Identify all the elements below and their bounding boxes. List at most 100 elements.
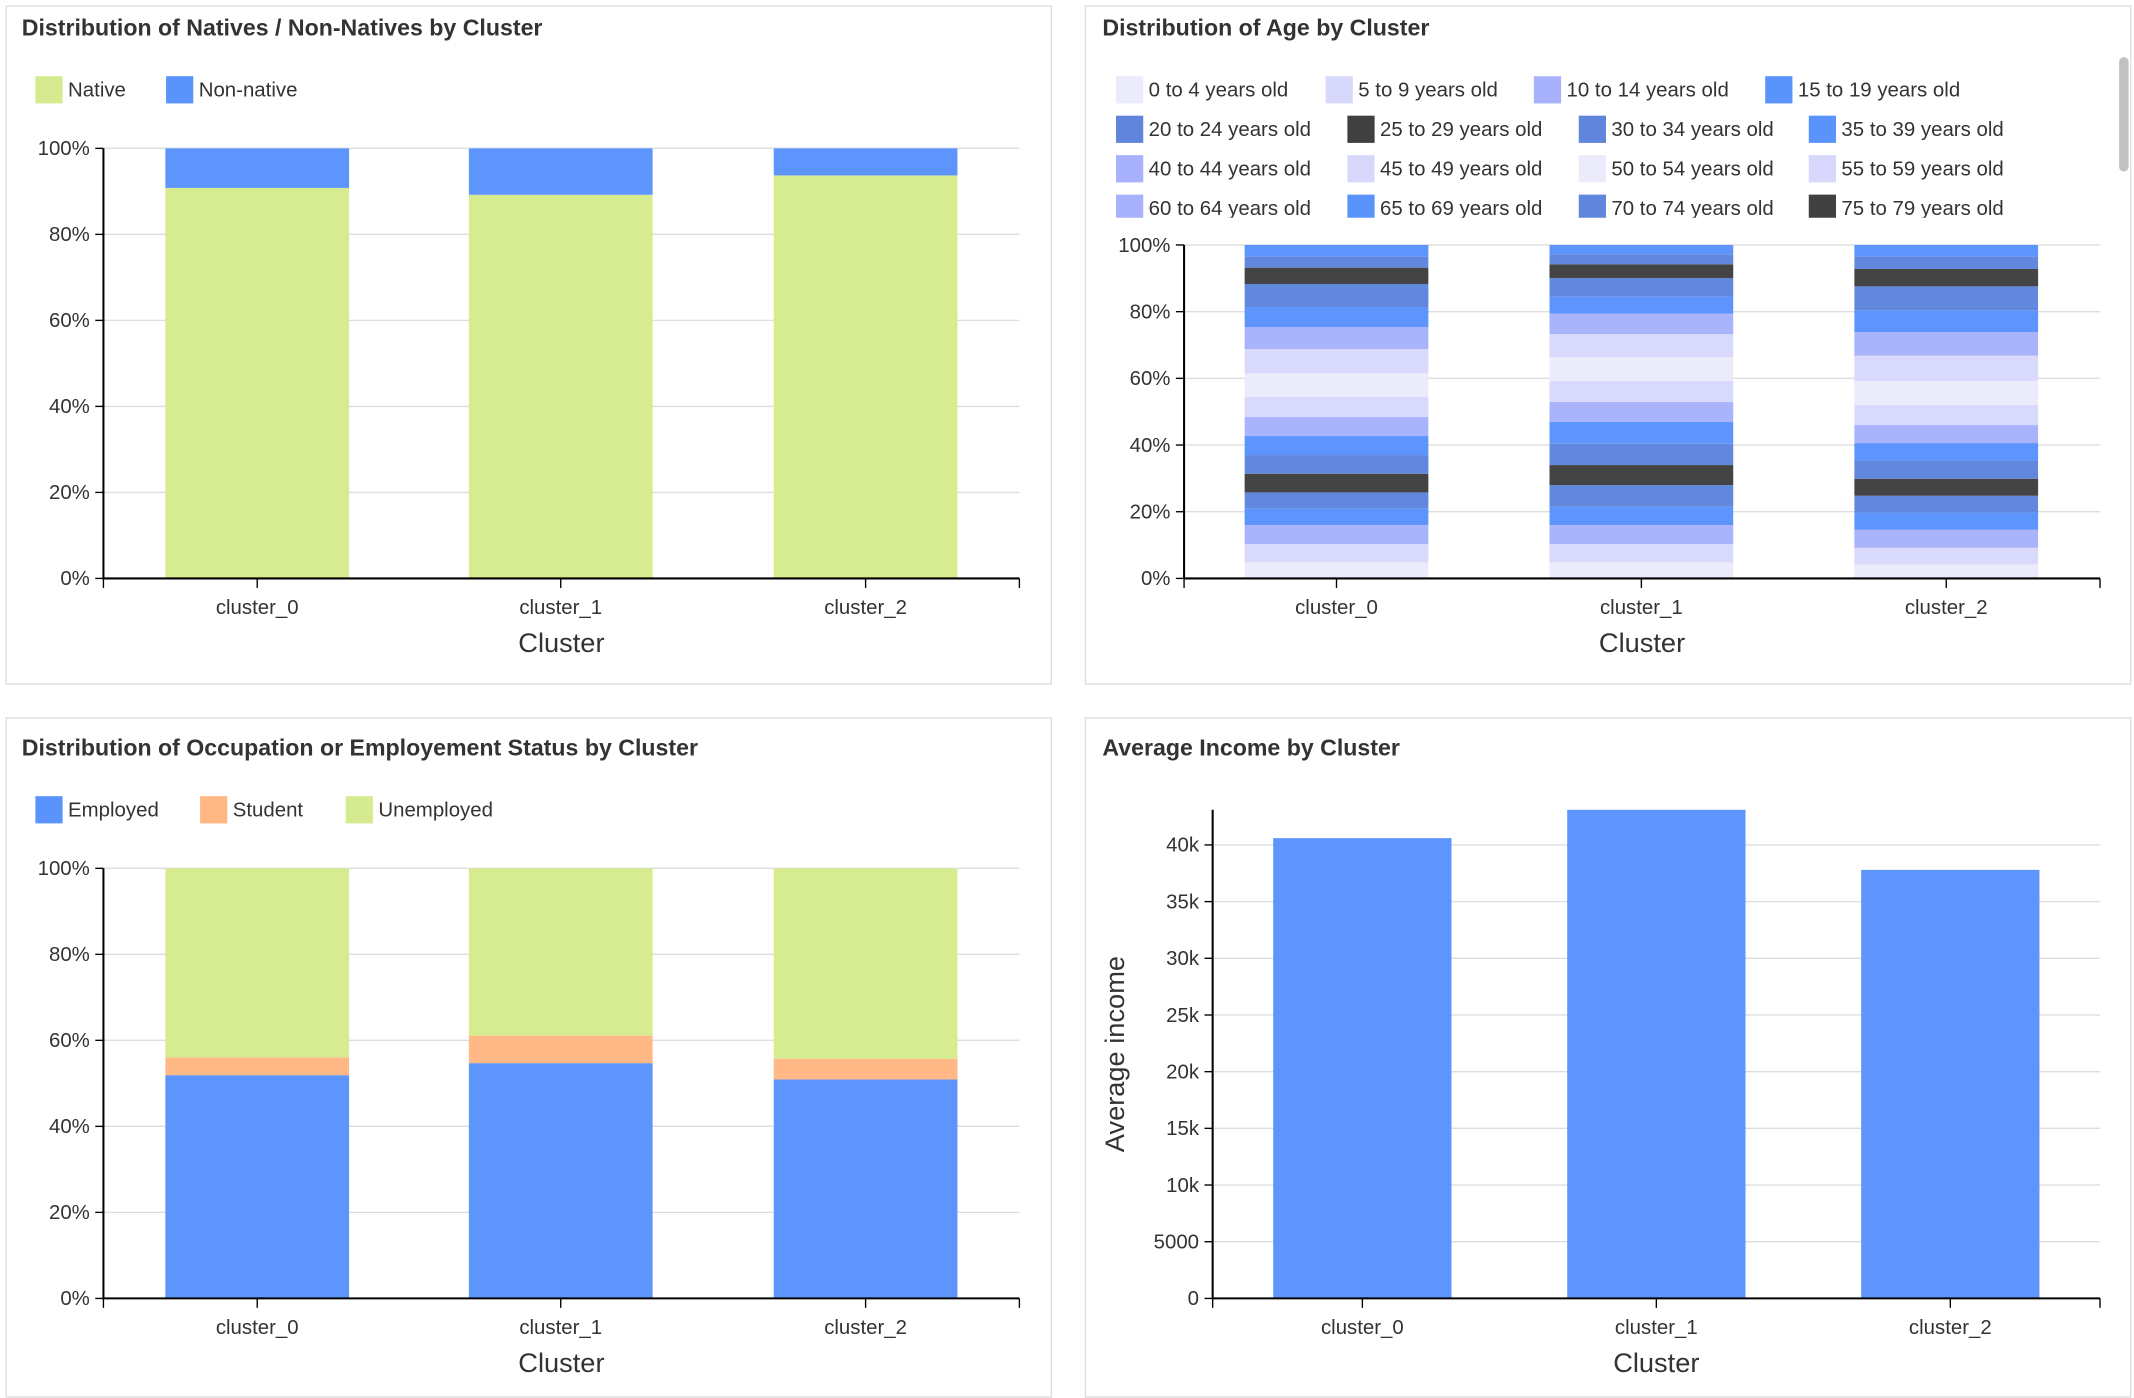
bar-segment <box>1549 506 1734 526</box>
y-tick-label: 40% <box>49 396 90 418</box>
bar-segment <box>1854 564 2039 579</box>
x-tick-label: cluster_0 <box>1321 1317 1404 1339</box>
age-legend[interactable]: 0 to 4 years old 5 to 9 years old 10 to 14… <box>1102 68 2116 218</box>
bar-segment <box>1854 256 2039 269</box>
bar-segment <box>468 194 653 579</box>
legend-item: 55 to 59 years old <box>1808 155 2004 183</box>
bar-segment <box>1567 809 1746 1299</box>
y-tick-label: 0% <box>1141 568 1171 590</box>
bar-segment <box>1854 460 2039 479</box>
bar-segment <box>1854 310 2039 333</box>
bar-segment <box>165 868 350 1058</box>
x-tick-label: cluster_0 <box>1295 597 1378 619</box>
legend-item: 60 to 64 years old <box>1116 194 1311 218</box>
age-legend-scrollbar[interactable] <box>2119 57 2129 172</box>
legend-swatch <box>1325 76 1353 104</box>
x-axis-title: Cluster <box>518 1347 604 1378</box>
bar-segment <box>1854 478 2039 496</box>
legend-swatch <box>166 76 194 104</box>
y-tick-label: 100% <box>38 138 90 160</box>
bar-segment <box>165 148 350 188</box>
legend-item: Student <box>200 796 303 824</box>
bar-segment <box>1244 256 1429 268</box>
bar-segment <box>1854 244 2039 257</box>
legend-label: Native <box>68 78 126 102</box>
legend-label: 60 to 64 years old <box>1148 196 1311 218</box>
legend-label: 5 to 9 years old <box>1358 78 1498 102</box>
legend-label: 0 to 4 years old <box>1148 78 1289 102</box>
bar-segment <box>1244 492 1429 509</box>
bar-segment <box>1244 307 1429 328</box>
bar-segment <box>1244 349 1429 374</box>
bar-segment <box>1244 267 1429 284</box>
legend-item: 40 to 44 years old <box>1116 155 1311 183</box>
legend-label: 50 to 54 years old <box>1611 157 1774 181</box>
y-tick-label: 0% <box>60 1288 90 1310</box>
legend-item: 25 to 29 years old <box>1347 115 1543 143</box>
legend-label: 25 to 29 years old <box>1380 117 1543 141</box>
x-tick-label: cluster_2 <box>1909 1317 1992 1339</box>
legend-item: 45 to 49 years old <box>1347 155 1542 183</box>
bar-segment <box>1549 562 1734 579</box>
legend-label: Unemployed <box>378 798 493 822</box>
bar-segment <box>1244 525 1429 545</box>
x-tick-label: cluster_1 <box>519 597 602 619</box>
bar-segment <box>1549 402 1734 423</box>
legend-label: 70 to 74 years old <box>1611 196 1774 218</box>
x-tick-label: cluster_1 <box>1600 597 1683 619</box>
age-chart-title: Distribution of Age by Cluster <box>1102 14 1430 41</box>
legend-swatch <box>1578 155 1606 183</box>
x-axis-title: Cluster <box>1599 627 1685 658</box>
legend-swatch <box>1578 194 1606 218</box>
legend-swatch <box>35 76 63 104</box>
legend-label: 30 to 34 years old <box>1611 117 1774 141</box>
legend-swatch <box>345 796 373 824</box>
bar-segment <box>1549 264 1734 278</box>
bar-segment <box>165 187 350 579</box>
y-tick-label: 0% <box>60 568 90 590</box>
x-axis-title: Cluster <box>1613 1347 1699 1378</box>
legend-swatch <box>1347 155 1375 183</box>
legend-label: 20 to 24 years old <box>1148 117 1311 141</box>
bar-segment <box>468 1035 653 1064</box>
legend-swatch <box>35 796 63 824</box>
legend-label: 35 to 39 years old <box>1841 117 2004 141</box>
natives-chart-title: Distribution of Natives / Non-Natives by… <box>21 14 543 41</box>
x-axis-title: Cluster <box>518 627 604 658</box>
y-tick-label: 40% <box>1130 435 1171 457</box>
legend-label: Employed <box>68 798 159 822</box>
legend-swatch <box>1578 115 1606 143</box>
bar-segment <box>468 1063 653 1299</box>
bar-segment <box>1861 869 2040 1299</box>
legend-swatch <box>1347 115 1375 143</box>
legend-swatch <box>1116 115 1144 143</box>
y-tick-label: 80% <box>49 224 90 246</box>
legend-item: 10 to 14 years old <box>1533 76 1729 104</box>
legend-swatch <box>1808 155 1836 183</box>
x-tick-label: cluster_2 <box>824 1317 907 1339</box>
y-tick-label: 15k <box>1166 1118 1200 1140</box>
legend-item: 5 to 9 years old <box>1325 76 1498 104</box>
bar-segment <box>1244 373 1429 397</box>
y-tick-label: 60% <box>49 1030 90 1052</box>
bar-segment <box>1854 547 2039 565</box>
y-tick-label: 40% <box>49 1116 90 1138</box>
bar-segment <box>1854 268 2039 287</box>
y-tick-label: 20% <box>49 482 90 504</box>
x-tick-label: cluster_0 <box>216 1317 299 1339</box>
legend-item: 20 to 24 years old <box>1116 115 1311 143</box>
bar-segment <box>1854 405 2039 426</box>
bar-segment <box>1549 525 1734 545</box>
bar-segment <box>1854 355 2039 382</box>
legend-item: 0 to 4 years old <box>1116 76 1289 104</box>
bar-segment <box>1549 485 1734 507</box>
legend-swatch <box>1116 155 1144 183</box>
y-tick-label: 80% <box>1130 301 1171 323</box>
income-chart-title: Average Income by Cluster <box>1102 734 1400 761</box>
legend-swatch <box>1116 76 1144 104</box>
bar-segment <box>1549 254 1734 265</box>
bar-segment <box>1244 473 1429 493</box>
legend-item: 30 to 34 years old <box>1578 115 1774 143</box>
bar-segment <box>1549 334 1734 358</box>
